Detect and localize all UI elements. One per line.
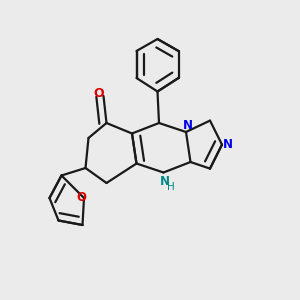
Text: N: N	[160, 175, 170, 188]
Text: O: O	[94, 87, 104, 100]
Text: N: N	[222, 138, 233, 151]
Text: N: N	[182, 119, 193, 133]
Text: H: H	[167, 182, 175, 193]
Text: O: O	[76, 190, 86, 204]
